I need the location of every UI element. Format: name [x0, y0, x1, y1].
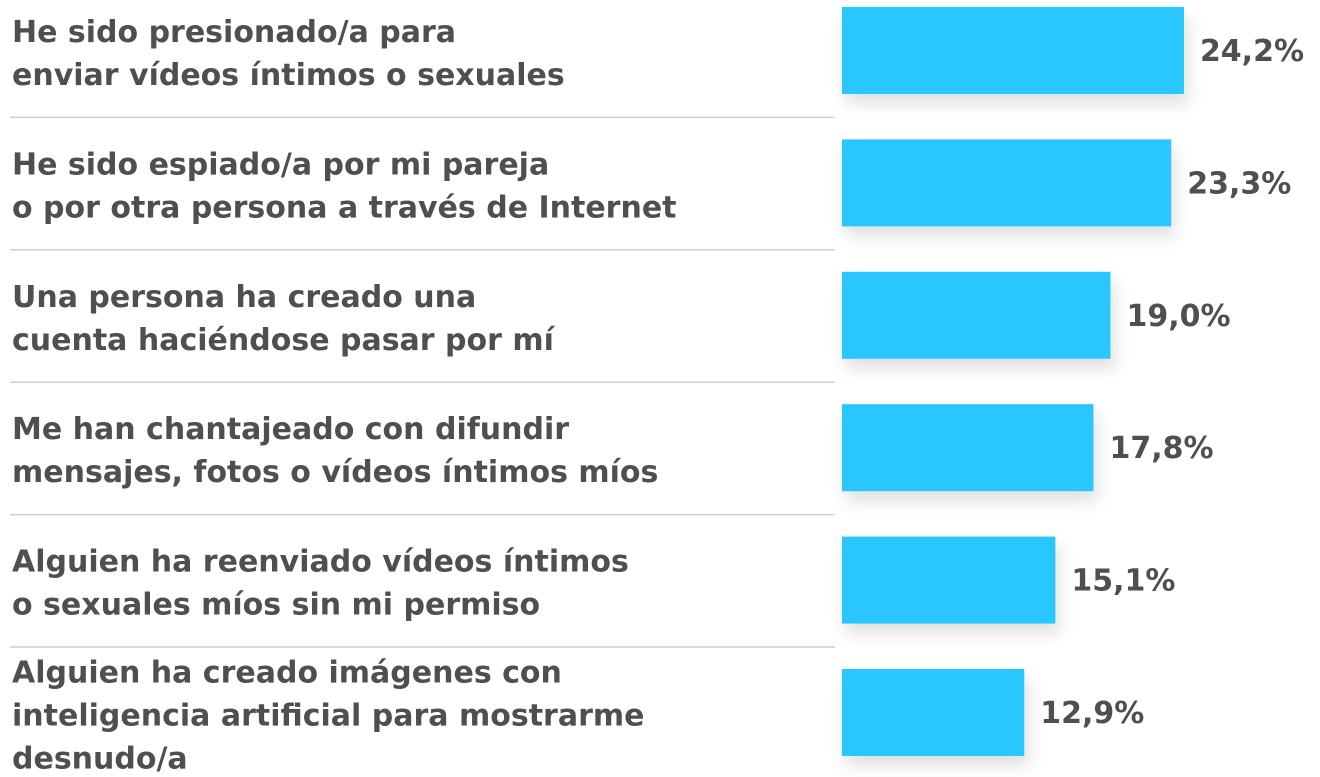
category-line: enviar vídeos íntimos o sexuales — [12, 58, 565, 93]
category-label: He sido presionado/a para enviar vídeos í… — [12, 15, 565, 93]
category-line: He sido espiado/a por mi pareja — [12, 147, 549, 182]
category-line: Alguien ha reenviado vídeos íntimos — [12, 544, 629, 579]
bar — [842, 271, 1111, 359]
bar — [842, 669, 1025, 756]
value-label: 15,1% — [1071, 564, 1175, 599]
value-label: 19,0% — [1126, 299, 1230, 334]
category-label: He sido espiado/a por mi pareja o por otr… — [12, 147, 677, 225]
category-line: Me han chantajeado con difundir — [12, 412, 569, 447]
value-label: 17,8% — [1110, 431, 1214, 466]
category-label: Alguien ha reenviado vídeos íntimos o sex… — [12, 544, 629, 622]
category-line: Una persona ha creado una — [12, 279, 476, 314]
category-line: inteligencia artificial para mostrarme — [12, 698, 644, 733]
category-line: Alguien ha creado imágenes con — [12, 655, 562, 690]
bar — [842, 404, 1094, 492]
category-line: o por otra persona a través de Internet — [12, 190, 677, 225]
value-label: 23,3% — [1187, 166, 1291, 201]
bar — [842, 536, 1056, 624]
category-line: desnudo/a — [12, 741, 188, 776]
category-line: o sexuales míos sin mi permiso — [12, 587, 540, 622]
value-label: 12,9% — [1040, 696, 1144, 731]
bar — [842, 7, 1184, 94]
category-line: mensajes, fotos o vídeos íntimos míos — [12, 455, 658, 490]
category-line: cuenta haciéndose pasar por mí — [12, 322, 556, 357]
category-label: Alguien ha creado imágenes con inteligenc… — [12, 655, 644, 776]
category-label: Me han chantajeado con difundir mensajes,… — [12, 412, 658, 490]
category-line: He sido presionado/a para — [12, 15, 456, 50]
value-label: 24,2% — [1200, 34, 1304, 69]
category-label: Una persona ha creado una cuenta haciéndo… — [12, 279, 556, 357]
bar — [842, 139, 1172, 227]
